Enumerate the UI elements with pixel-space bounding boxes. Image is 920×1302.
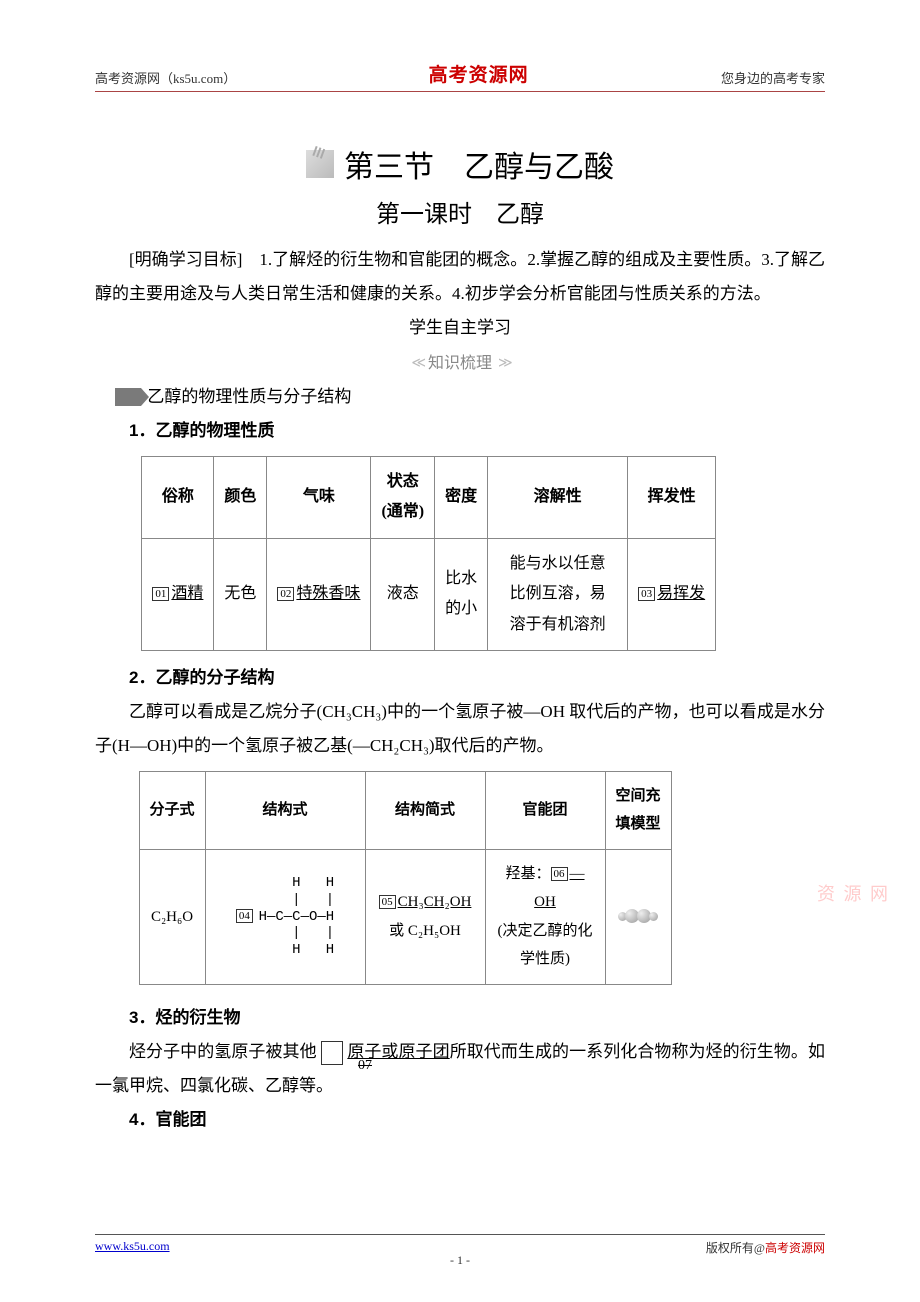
page-number: - 1 - bbox=[95, 1253, 825, 1268]
td: 01酒精 bbox=[142, 538, 214, 650]
blank-num: 02 bbox=[277, 587, 294, 601]
label: 羟基： bbox=[506, 866, 551, 882]
knowledge-label: 知识梳理 bbox=[95, 345, 825, 380]
th: 结构式 bbox=[205, 771, 365, 849]
lesson-title: 第一课时 乙醇 bbox=[95, 194, 825, 229]
td: 液态 bbox=[371, 538, 435, 650]
td: 03易挥发 bbox=[628, 538, 716, 650]
book-icon bbox=[306, 150, 334, 178]
molecular-structure-table: 分子式 结构式 结构简式 官能团 空间充填模型 C₂H₆O 04 H H | |… bbox=[139, 771, 672, 985]
th: 气味 bbox=[267, 457, 371, 539]
paragraph-derivatives: 烃分子中的氢原子被其他 07 原子或原子团所取代而生成的一系列化合物称为烃的衍生… bbox=[95, 1035, 825, 1103]
td: 02特殊香味 bbox=[267, 538, 371, 650]
th: 溶解性 bbox=[488, 457, 628, 539]
knowledge-text: 知识梳理 bbox=[428, 348, 492, 380]
blank-text: 易挥发 bbox=[657, 585, 705, 602]
blank-num: 07 bbox=[324, 1052, 340, 1080]
td: 能与水以任意比例互溶，易溶于有机溶剂 bbox=[488, 538, 628, 650]
blank-num: 05 bbox=[379, 895, 396, 909]
blank-box: 07 bbox=[321, 1041, 343, 1065]
td: 无色 bbox=[214, 538, 267, 650]
td: 05CH₃CH₂OH 或 C₂H₅OH bbox=[365, 849, 485, 984]
physical-properties-table: 俗称 颜色 气味 状态(通常) 密度 溶解性 挥发性 01酒精 无色 02特殊香… bbox=[141, 456, 716, 651]
blank-num: 06 bbox=[551, 867, 568, 881]
th: 俗称 bbox=[142, 457, 214, 539]
blank-text: 特殊香味 bbox=[296, 585, 360, 602]
self-study-label: 学生自主学习 bbox=[95, 311, 825, 345]
th: 空间充填模型 bbox=[605, 771, 671, 849]
blank-num: 03 bbox=[638, 587, 655, 601]
note: (决定乙醇的化学性质) bbox=[498, 923, 593, 968]
th: 状态(通常) bbox=[371, 457, 435, 539]
paragraph-structure: 乙醇可以看成是乙烷分子(CH₃CH₃)中的一个氢原子被—OH 取代后的产物，也可… bbox=[95, 695, 825, 763]
structural-formula: H H | | H—C—C—O—H | | H H bbox=[259, 875, 335, 959]
td: 04 H H | | H—C—C—O—H | | H H bbox=[205, 849, 365, 984]
th: 密度 bbox=[435, 457, 488, 539]
topic-heading-1: 乙醇的物理性质与分子结构 bbox=[115, 380, 825, 414]
text: 烃分子中的氢原子被其他 bbox=[129, 1042, 317, 1061]
table-row: 分子式 结构式 结构简式 官能团 空间充填模型 bbox=[139, 771, 671, 849]
alt-formula: 或 C₂H₅OH bbox=[389, 923, 461, 939]
document-body: 第三节 乙醇与乙酸 第一课时 乙醇 [明确学习目标] 1.了解烃的衍生物和官能团… bbox=[95, 92, 825, 1137]
blank-num: 04 bbox=[236, 909, 253, 923]
watermark: 资 源 网 bbox=[817, 880, 890, 906]
topic-heading-1-text: 乙醇的物理性质与分子结构 bbox=[147, 380, 351, 414]
td bbox=[605, 849, 671, 984]
th: 官能团 bbox=[485, 771, 605, 849]
heading-4: 4．官能团 bbox=[95, 1103, 825, 1137]
table-row: 01酒精 无色 02特殊香味 液态 比水的小 能与水以任意比例互溶，易溶于有机溶… bbox=[142, 538, 716, 650]
td: 比水的小 bbox=[435, 538, 488, 650]
section-title: 第三节 乙醇与乙酸 bbox=[344, 142, 614, 186]
th: 结构简式 bbox=[365, 771, 485, 849]
heading-1: 1．乙醇的物理性质 bbox=[95, 414, 825, 448]
blank-text: 酒精 bbox=[171, 585, 203, 602]
td: C₂H₆O bbox=[139, 849, 205, 984]
header-title: 高考资源网 bbox=[429, 60, 529, 87]
table-row: C₂H₆O 04 H H | | H—C—C—O—H | | H H 05CH₃… bbox=[139, 849, 671, 984]
arrow-icon bbox=[115, 388, 141, 406]
space-filling-model-icon bbox=[619, 909, 657, 923]
page-footer: www.ks5u.com 版权所有@高考资源网 - 1 - bbox=[95, 1234, 825, 1256]
th: 挥发性 bbox=[628, 457, 716, 539]
blank-num: 01 bbox=[152, 587, 169, 601]
page-header: 高考资源网（ks5u.com） 高考资源网 您身边的高考专家 bbox=[95, 60, 825, 92]
table-row: 俗称 颜色 气味 状态(通常) 密度 溶解性 挥发性 bbox=[142, 457, 716, 539]
header-tagline: 您身边的高考专家 bbox=[721, 68, 825, 87]
blank-text: CH₃CH₂OH bbox=[398, 894, 472, 910]
footer-url: www.ks5u.com bbox=[95, 1239, 170, 1254]
header-source: 高考资源网（ks5u.com） bbox=[95, 68, 236, 87]
th: 颜色 bbox=[214, 457, 267, 539]
learning-objectives: [明确学习目标] 1.了解烃的衍生物和官能团的概念。2.掌握乙醇的组成及主要性质… bbox=[95, 243, 825, 311]
heading-2: 2．乙醇的分子结构 bbox=[95, 661, 825, 695]
th: 分子式 bbox=[139, 771, 205, 849]
td: 羟基：06—OH (决定乙醇的化学性质) bbox=[485, 849, 605, 984]
heading-3: 3．烃的衍生物 bbox=[95, 1001, 825, 1035]
